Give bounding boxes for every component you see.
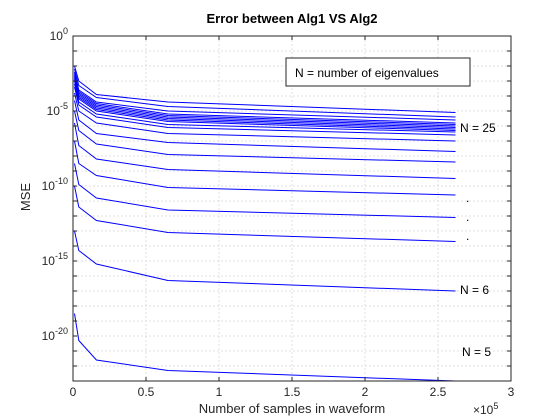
annotation-dot-3: . (466, 229, 469, 243)
x-tick-label: 0.5 (138, 385, 155, 399)
x-exponent-label: ×105 (473, 401, 498, 417)
y-tick-label: 10-15 (42, 251, 68, 268)
legend-border (285, 57, 471, 87)
annotation-dot-1: . (466, 191, 469, 205)
legend-box: N = number of eigenvalues (285, 57, 471, 87)
y-tick-label: 10-5 (47, 101, 68, 118)
x-tick-label: 2.5 (430, 385, 447, 399)
annotation-n25: N = 25 (460, 121, 496, 135)
legend-text: N = number of eigenvalues (295, 66, 439, 80)
series-line (74, 65, 456, 113)
series-line (74, 313, 456, 382)
series-line (74, 140, 456, 196)
x-tick-label: 1 (216, 385, 223, 399)
series-line (74, 68, 456, 118)
y-tick-label: 10-10 (42, 176, 68, 193)
series-line (74, 92, 456, 142)
series-line (74, 86, 456, 136)
series-lines (74, 65, 456, 382)
x-tick-label: 2 (362, 385, 369, 399)
annotation-dot-2: . (466, 210, 469, 224)
series-line (74, 163, 456, 218)
y-tick-label: 100 (50, 26, 68, 43)
y-axis-label: MSE (18, 183, 33, 212)
x-tick-label: 1.5 (284, 385, 301, 399)
series-line (74, 110, 456, 163)
y-tick-label: 10-20 (42, 326, 68, 343)
series-line (74, 100, 456, 152)
grid (73, 36, 511, 381)
annotation-n5: N = 5 (462, 345, 491, 359)
series-line (74, 230, 456, 292)
x-axis: 0 0.5 1 1.5 2 2.5 3 (70, 36, 515, 399)
x-tick-label: 3 (508, 385, 515, 399)
annotation-n6: N = 6 (460, 283, 489, 297)
x-tick-label: 0 (70, 385, 77, 399)
chart-title: Error between Alg1 VS Alg2 (207, 11, 378, 26)
series-line (74, 122, 456, 179)
y-axis: 10-20 10-15 10-10 10-5 100 (42, 26, 511, 382)
series-line (74, 83, 456, 133)
series-line (74, 185, 456, 242)
x-axis-label: Number of samples in waveform (199, 401, 385, 416)
series-line (74, 71, 456, 121)
